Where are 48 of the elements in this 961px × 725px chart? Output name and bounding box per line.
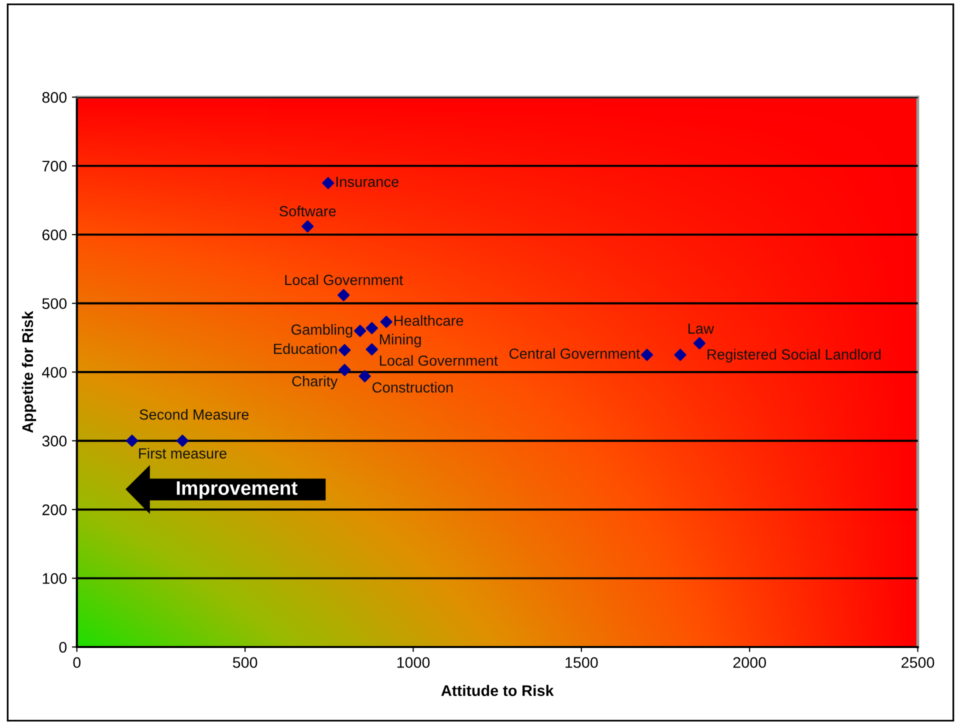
annotation: First measure <box>139 448 226 459</box>
annotation: Improvement <box>176 481 298 499</box>
point <box>126 434 138 447</box>
y-tick-label: 200 <box>42 504 67 516</box>
point <box>640 348 654 361</box>
annotation: Local Government <box>285 274 404 286</box>
y-tick-label: 800 <box>42 92 67 103</box>
annotation: Construction <box>372 382 453 393</box>
y-tick-label: 600 <box>42 229 67 240</box>
annotation: Charity <box>292 376 338 390</box>
point <box>338 289 350 302</box>
annotation: Second Measure <box>140 409 249 420</box>
x-axis-title: Attitude to Risk <box>441 684 554 696</box>
point <box>366 343 378 356</box>
x-tick-label: 1500 <box>566 657 598 668</box>
point <box>354 324 366 337</box>
annotation: Software <box>280 206 336 216</box>
x-tick-label: 0 <box>73 657 81 668</box>
x-tick-label: 1000 <box>397 657 430 668</box>
point <box>358 370 371 382</box>
annotation: Insurance <box>336 176 398 187</box>
y-tick-label: 300 <box>42 436 67 446</box>
annotation: Registered Social Landlord <box>708 348 881 362</box>
x-tick-label: 2000 <box>733 657 766 668</box>
x-tick-label: 500 <box>232 657 258 668</box>
annotation: Law <box>688 324 714 334</box>
point <box>693 337 706 350</box>
point <box>302 220 314 232</box>
y-tick-label: 700 <box>42 160 67 172</box>
y-axis-title: Appetite for Risk <box>22 310 36 433</box>
annotation: Local Government <box>380 355 498 366</box>
annotation: Education <box>274 343 337 354</box>
y-tick-label: 400 <box>42 366 67 378</box>
point <box>176 434 189 447</box>
annotation: Gambling <box>291 324 352 338</box>
annotation: Healthcare <box>394 315 464 326</box>
point <box>674 348 686 361</box>
annotation: Mining <box>380 334 421 348</box>
annotation: Central Government <box>509 348 640 359</box>
y-tick-label: 500 <box>42 298 67 310</box>
point <box>380 316 392 328</box>
point <box>322 176 334 190</box>
point <box>366 322 378 334</box>
y-tick-label: 0 <box>59 642 67 653</box>
y-tick-label: 100 <box>42 573 67 584</box>
point <box>338 344 351 356</box>
point <box>338 364 351 376</box>
x-tick-label: 2500 <box>902 657 934 668</box>
